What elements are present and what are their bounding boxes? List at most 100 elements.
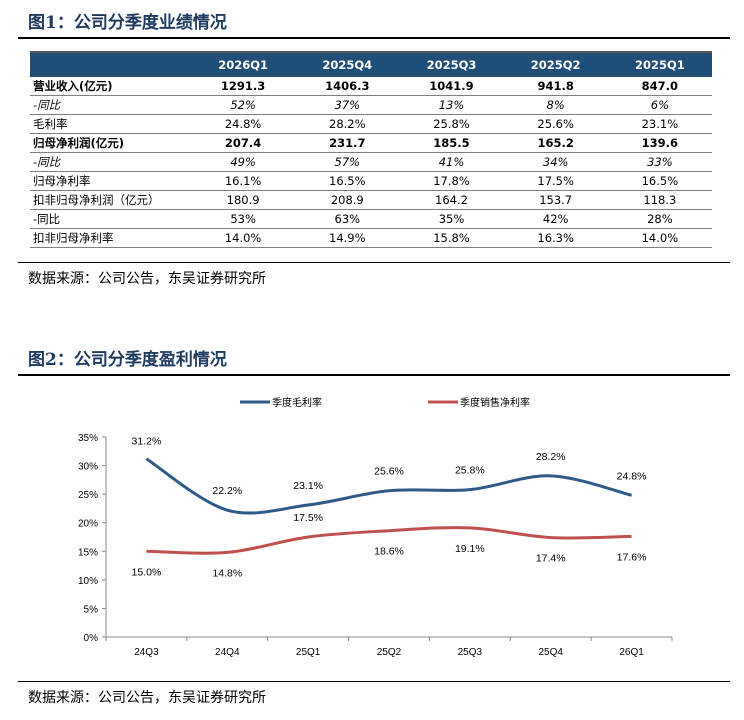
table-cell: 33% — [607, 152, 712, 172]
table-cell: 118.3 — [607, 190, 712, 210]
separator — [18, 681, 730, 682]
table-cell: 6% — [607, 95, 712, 115]
table-cell: 847.0 — [607, 77, 712, 96]
y-tick-label: 35% — [78, 433, 98, 444]
table-cell: 41% — [399, 152, 504, 172]
x-tick-label: 25Q3 — [458, 647, 483, 658]
y-tick-label: 0% — [84, 633, 99, 644]
table-row: -同比 53% 63% 35% 42% 28% — [30, 209, 712, 229]
table-cell: 16.5% — [295, 171, 400, 191]
table-cell: 16.3% — [503, 228, 608, 248]
table-row: -同比 52% 37% 13% 8% 6% — [30, 95, 712, 115]
row-label: 扣非归母净利率 — [30, 228, 191, 248]
separator — [18, 262, 730, 263]
table-cell: 16.1% — [191, 171, 296, 191]
row-label: -同比 — [30, 209, 191, 229]
table-cell: 8% — [503, 95, 608, 115]
row-label: 毛利率 — [30, 114, 191, 134]
figure1-source: 数据来源：公司公告，东吴证券研究所 — [28, 271, 266, 287]
figure2-source: 数据来源：公司公告，东吴证券研究所 — [28, 690, 266, 706]
table-cell: 52% — [191, 95, 296, 115]
column-header: 2025Q2 — [503, 51, 608, 77]
data-label: 31.2% — [132, 436, 162, 448]
table-row: 归母净利率 16.1% 16.5% 17.8% 17.5% 16.5% — [30, 171, 712, 191]
figure1-title: 图1：公司分季度业绩情况 — [28, 13, 227, 33]
data-label: 17.6% — [617, 551, 647, 563]
row-label: 归母净利率 — [30, 171, 191, 191]
column-header: 2025Q3 — [399, 51, 504, 77]
row-label: -同比 — [30, 152, 191, 172]
x-tick-label: 25Q4 — [538, 647, 563, 658]
table-cell: 35% — [399, 209, 504, 229]
table-cell: 23.1% — [607, 114, 712, 134]
table-cell: 63% — [295, 209, 400, 229]
table-cell: 208.9 — [295, 190, 400, 210]
title-rule — [18, 374, 730, 376]
table-cell: 165.2 — [503, 133, 608, 153]
data-label: 17.5% — [293, 512, 323, 524]
row-label: -同比 — [30, 95, 191, 115]
table-cell: 139.6 — [607, 133, 712, 153]
table-cell: 57% — [295, 152, 400, 172]
x-tick-label: 24Q4 — [215, 647, 240, 658]
table-cell: 941.8 — [503, 77, 608, 96]
data-label: 25.6% — [374, 466, 404, 478]
table-cell: 25.8% — [399, 114, 504, 134]
table-cell: 153.7 — [503, 190, 608, 210]
table-cell: 13% — [399, 95, 504, 115]
data-label: 18.6% — [374, 546, 404, 558]
data-label: 14.8% — [212, 567, 242, 579]
row-label: 归母净利润(亿元) — [30, 133, 191, 153]
table-row: 扣非归母净利润（亿元） 180.9 208.9 164.2 153.7 118.3 — [30, 190, 712, 210]
table-cell: 17.8% — [399, 171, 504, 191]
data-label: 23.1% — [293, 480, 323, 492]
table-cell: 185.5 — [399, 133, 504, 153]
x-tick-label: 26Q1 — [619, 647, 644, 658]
x-tick-label: 24Q3 — [134, 647, 159, 658]
y-tick-label: 15% — [78, 547, 98, 558]
table-cell: 28% — [607, 209, 712, 229]
table-cell: 207.4 — [191, 133, 296, 153]
table-header: 2026Q1 2025Q4 2025Q3 2025Q2 2025Q1 — [30, 51, 712, 77]
legend-label: 季度销售净利率 — [460, 396, 530, 409]
table-cell: 164.2 — [399, 190, 504, 210]
data-label: 19.1% — [455, 543, 485, 555]
table-cell: 17.5% — [503, 171, 608, 191]
data-label: 22.2% — [212, 485, 242, 497]
data-label: 15.0% — [132, 566, 162, 578]
row-label: 营业收入(亿元) — [30, 77, 191, 96]
table-row: -同比 49% 57% 41% 34% 33% — [30, 152, 712, 172]
x-tick-label: 25Q2 — [377, 647, 402, 658]
column-header: 2025Q1 — [607, 51, 712, 77]
table-cell: 25.6% — [503, 114, 608, 134]
y-tick-label: 30% — [78, 462, 98, 473]
table-cell: 16.5% — [607, 171, 712, 191]
legend-label: 季度毛利率 — [272, 396, 322, 409]
table-cell: 1406.3 — [295, 77, 400, 96]
y-tick-label: 5% — [84, 604, 99, 615]
data-label: 24.8% — [617, 470, 647, 482]
table-cell: 49% — [191, 152, 296, 172]
table-cell: 180.9 — [191, 190, 296, 210]
title-rule — [18, 37, 730, 39]
table-cell: 28.2% — [295, 114, 400, 134]
y-tick-label: 25% — [78, 490, 98, 501]
column-header: 2026Q1 — [191, 51, 296, 77]
results-table: 2026Q1 2025Q4 2025Q3 2025Q2 2025Q1 营业收入(亿元) 1… — [30, 51, 712, 248]
table-row: 归母净利润(亿元) 207.4 231.7 185.5 165.2 139.6 — [30, 133, 712, 153]
table-cell: 15.8% — [399, 228, 504, 248]
column-header — [30, 51, 191, 77]
data-label: 25.8% — [455, 465, 485, 477]
table-cell: 231.7 — [295, 133, 400, 153]
table-row: 营业收入(亿元) 1291.3 1406.3 1041.9 941.8 847.0 — [30, 77, 712, 96]
row-label: 扣非归母净利润（亿元） — [30, 190, 191, 210]
table-row: 毛利率 24.8% 28.2% 25.8% 25.6% 23.1% — [30, 114, 712, 134]
table-row: 扣非归母净利率 14.0% 14.9% 15.8% 16.3% 14.0% — [30, 228, 712, 248]
table-cell: 34% — [503, 152, 608, 172]
y-tick-label: 20% — [78, 519, 98, 530]
data-label: 17.4% — [536, 553, 566, 565]
figure2-title: 图2：公司分季度盈利情况 — [28, 350, 227, 370]
table-cell: 53% — [191, 209, 296, 229]
table-cell: 37% — [295, 95, 400, 115]
y-tick-label: 10% — [78, 576, 98, 587]
